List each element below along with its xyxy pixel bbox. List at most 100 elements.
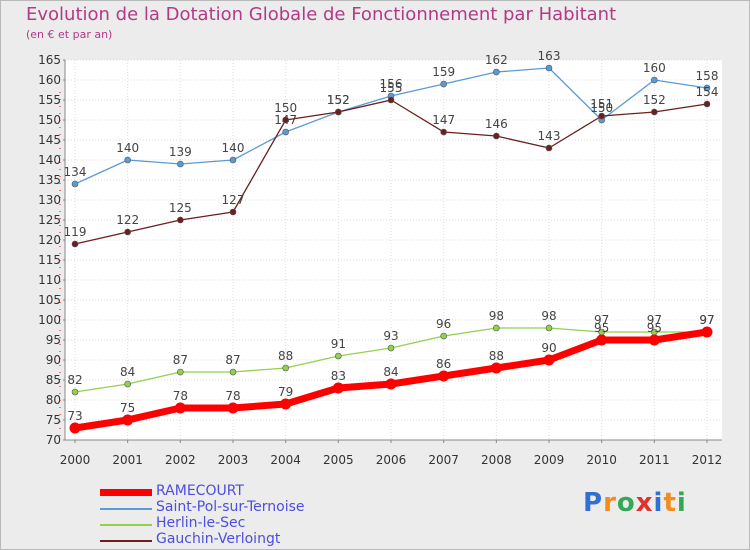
legend-label-gauchin: Gauchin-Verloingt — [156, 531, 281, 547]
point-gauchin-verloingt-2001 — [124, 228, 131, 236]
data-label-herlin-le-sec-2009: 98 — [541, 309, 556, 323]
y-tick-label-155: 155 — [38, 93, 61, 107]
x-tick-label-2012: 2012 — [692, 453, 723, 467]
legend-swatch-gauchin — [100, 540, 152, 542]
legend-label-saint-pol: Saint-Pol-sur-Ternoise — [156, 499, 305, 515]
point-herlin-le-sec-2004 — [282, 364, 289, 372]
x-tick-label-2011: 2011 — [639, 453, 670, 467]
point-ramecourt-2010 — [596, 334, 608, 346]
point-herlin-le-sec-2001 — [124, 380, 131, 388]
data-label-gauchin-verloingt-2006: 155 — [380, 81, 403, 95]
data-label-gauchin-verloingt-2004: 150 — [274, 101, 297, 115]
data-label-herlin-le-sec-2004: 88 — [278, 349, 293, 363]
data-label-ramecourt-2010: 95 — [594, 321, 609, 335]
point-herlin-le-sec-2005 — [335, 352, 342, 360]
y-tick-label-70: 70 — [46, 433, 61, 447]
legend-swatch-ramecourt — [100, 489, 152, 496]
chart-subtitle: (en € et par an) — [26, 28, 113, 41]
y-tick-label-110: 110 — [38, 273, 61, 287]
point-ramecourt-2001 — [122, 414, 134, 426]
data-label-ramecourt-2003: 78 — [225, 389, 240, 403]
data-label-ramecourt-2009: 90 — [541, 341, 556, 355]
point-saint-pol-sur-ternoise-2003 — [229, 156, 237, 164]
data-label-herlin-le-sec-2000: 82 — [67, 373, 82, 387]
point-saint-pol-sur-ternoise-2011 — [651, 76, 658, 84]
point-saint-pol-sur-ternoise-2004 — [282, 128, 289, 136]
y-tick-label-150: 150 — [38, 113, 61, 127]
data-label-herlin-le-sec-2005: 91 — [331, 337, 346, 351]
y-tick-label-145: 145 — [38, 133, 61, 147]
data-label-saint-pol-sur-ternoise-2005: 152 — [327, 93, 350, 107]
point-saint-pol-sur-ternoise-2007 — [440, 80, 447, 88]
legend-label-ramecourt: RAMECOURT — [156, 483, 244, 499]
point-herlin-le-sec-2009 — [545, 324, 553, 332]
data-label-ramecourt-2008: 88 — [489, 349, 504, 363]
point-herlin-le-sec-2008 — [493, 324, 500, 332]
data-label-gauchin-verloingt-2000: 119 — [64, 225, 87, 239]
data-label-saint-pol-sur-ternoise-2000: 134 — [64, 165, 87, 179]
data-label-gauchin-verloingt-2012: 154 — [696, 85, 719, 99]
point-saint-pol-sur-ternoise-2008 — [493, 68, 500, 76]
x-tick-label-2006: 2006 — [376, 453, 407, 467]
point-gauchin-verloingt-2006 — [387, 96, 395, 104]
point-gauchin-verloingt-2005 — [335, 108, 342, 116]
point-saint-pol-sur-ternoise-2012 — [703, 84, 711, 92]
data-label-ramecourt-2002: 78 — [173, 389, 188, 403]
x-tick-label-2005: 2005 — [323, 453, 354, 467]
data-label-herlin-le-sec-2008: 98 — [489, 309, 504, 323]
data-label-saint-pol-sur-ternoise-2009: 163 — [538, 49, 561, 63]
data-label-gauchin-verloingt-2008: 146 — [485, 117, 508, 131]
point-ramecourt-2004 — [280, 398, 292, 410]
data-label-ramecourt-2001: 75 — [120, 401, 135, 415]
y-tick-label-135: 135 — [38, 173, 61, 187]
data-label-ramecourt-2000: 73 — [67, 409, 82, 423]
data-label-gauchin-verloingt-2003: 127 — [222, 193, 245, 207]
data-label-saint-pol-sur-ternoise-2011: 160 — [643, 61, 666, 75]
data-label-herlin-le-sec-2006: 93 — [383, 329, 398, 343]
x-tick-label-2009: 2009 — [534, 453, 565, 467]
data-label-saint-pol-sur-ternoise-2001: 140 — [116, 141, 139, 155]
y-tick-label-125: 125 — [38, 213, 61, 227]
point-gauchin-verloingt-2010 — [598, 112, 605, 120]
y-tick-label-85: 85 — [46, 373, 61, 387]
point-gauchin-verloingt-2000 — [71, 240, 79, 248]
y-tick-label-75: 75 — [46, 413, 61, 427]
data-label-saint-pol-sur-ternoise-2012: 158 — [696, 69, 719, 83]
data-label-herlin-le-sec-2002: 87 — [173, 353, 188, 367]
data-label-saint-pol-sur-ternoise-2008: 162 — [485, 53, 508, 67]
y-tick-label-165: 165 — [38, 53, 61, 67]
point-ramecourt-2011 — [648, 334, 660, 346]
data-label-saint-pol-sur-ternoise-2006: 156 — [380, 77, 403, 91]
data-label-ramecourt-2004: 79 — [278, 385, 293, 399]
point-ramecourt-2006 — [385, 378, 397, 390]
point-saint-pol-sur-ternoise-2009 — [545, 64, 553, 72]
data-label-ramecourt-2011: 95 — [647, 321, 662, 335]
point-herlin-le-sec-2002 — [177, 368, 184, 376]
point-ramecourt-2009 — [543, 354, 555, 366]
point-ramecourt-2000 — [69, 422, 81, 434]
point-herlin-le-sec-2003 — [229, 368, 237, 376]
data-label-saint-pol-sur-ternoise-2002: 139 — [169, 145, 192, 159]
x-tick-label-2002: 2002 — [165, 453, 196, 467]
data-label-gauchin-verloingt-2010: 151 — [590, 97, 613, 111]
plot-area — [65, 60, 722, 440]
x-tick-label-2000: 2000 — [60, 453, 91, 467]
data-label-ramecourt-2006: 84 — [383, 365, 398, 379]
point-saint-pol-sur-ternoise-2002 — [177, 160, 184, 168]
data-label-herlin-le-sec-2001: 84 — [120, 365, 135, 379]
data-label-saint-pol-sur-ternoise-2007: 159 — [432, 65, 455, 79]
x-tick-label-2008: 2008 — [481, 453, 512, 467]
y-tick-label-100: 100 — [38, 313, 61, 327]
chart-title: Evolution de la Dotation Globale de Fonc… — [26, 4, 617, 25]
data-label-ramecourt-2012: 97 — [699, 313, 714, 327]
point-ramecourt-2005 — [332, 382, 344, 394]
point-gauchin-verloingt-2003 — [229, 208, 237, 216]
point-ramecourt-2008 — [490, 362, 502, 374]
y-tick-label-130: 130 — [38, 193, 61, 207]
point-herlin-le-sec-2007 — [440, 332, 447, 340]
data-label-herlin-le-sec-2011: 97 — [647, 313, 662, 327]
data-label-herlin-le-sec-2007: 96 — [436, 317, 451, 331]
point-gauchin-verloingt-2012 — [703, 100, 711, 108]
data-label-gauchin-verloingt-2009: 143 — [538, 129, 561, 143]
y-tick-label-95: 95 — [46, 333, 61, 347]
